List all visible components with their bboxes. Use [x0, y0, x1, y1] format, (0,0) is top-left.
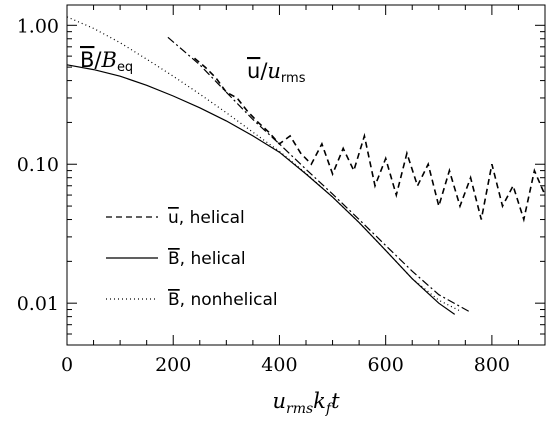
legend-label-b-helical: B, helical [168, 249, 246, 269]
legend-label-b-nonhelical: B, nonhelical [168, 290, 278, 310]
annotation-u-ratio: u/urms [247, 59, 306, 86]
annotation-b-ratio: B/Beq [80, 48, 133, 75]
y-tick-label: 0.10 [17, 154, 59, 176]
x-tick-label: 600 [368, 354, 404, 376]
plot-frame [66, 4, 546, 346]
legend: u, helical B, helical B, nonhelical [106, 208, 278, 310]
y-tick-label: 0.01 [17, 293, 59, 315]
x-axis-title: urmskft [272, 389, 340, 417]
x-tick-label: 800 [474, 354, 510, 376]
y-tick-label: 1.00 [17, 15, 59, 37]
x-tick-label: 400 [261, 354, 297, 376]
x-tick-label: 200 [155, 354, 191, 376]
x-tick-label: 0 [61, 354, 73, 376]
series-line-solid [66, 64, 456, 315]
series-line-dashed [193, 57, 546, 223]
series-group [66, 16, 546, 315]
legend-label-u-helical: u, helical [168, 208, 245, 228]
series-line-dotted [66, 16, 461, 312]
series-line-dash-dot [167, 36, 471, 313]
axis-ticks: 0 200 400 600 800 0.01 0.10 1.00 [17, 5, 545, 376]
